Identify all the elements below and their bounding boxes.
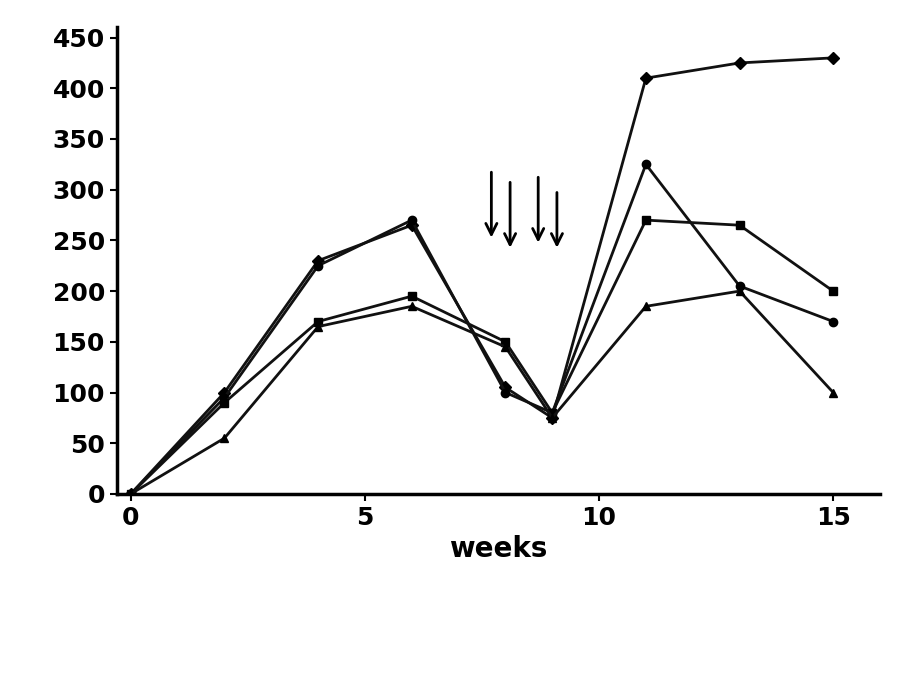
- X-axis label: weeks: weeks: [449, 535, 548, 563]
